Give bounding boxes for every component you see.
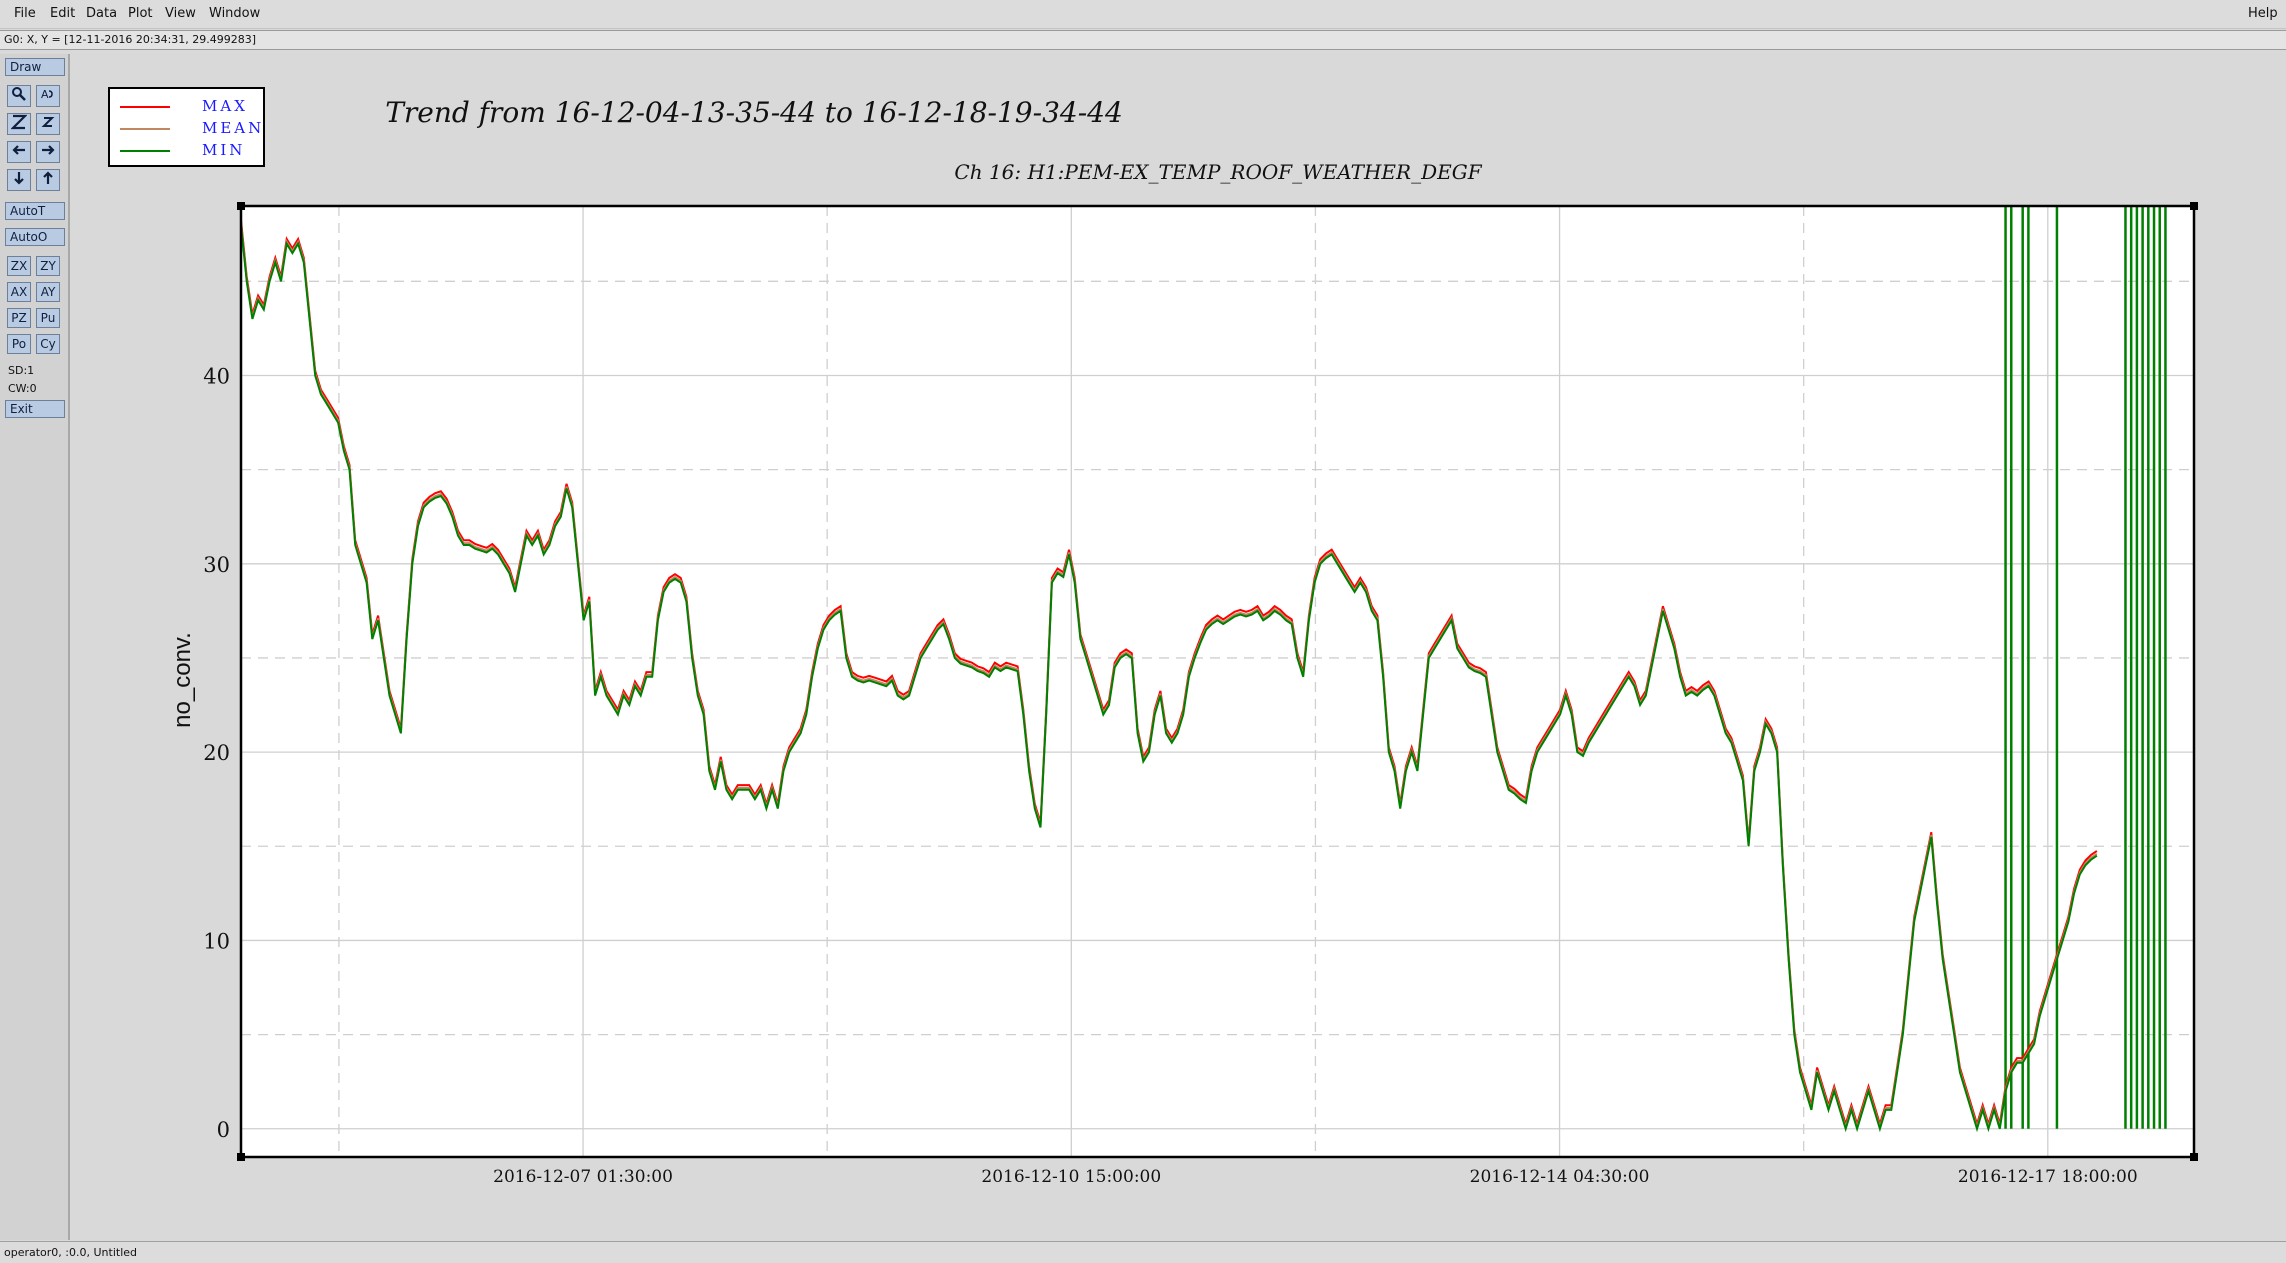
menu-plot[interactable]: Plot (128, 6, 153, 21)
y-tick-label: 30 (203, 553, 230, 577)
arrow-left-icon[interactable] (7, 141, 31, 163)
autot-button[interactable]: AutoT (5, 202, 65, 220)
draw-button[interactable]: Draw (5, 58, 65, 76)
legend-swatch-max (120, 106, 170, 108)
zy-button[interactable]: ZY (36, 256, 60, 276)
coordinate-readout-bar: G0: X, Y = [12-11-2016 20:34:31, 29.4992… (0, 30, 2286, 50)
y-tick-label: 0 (217, 1118, 230, 1142)
legend-swatch-min (120, 150, 170, 152)
x-tick-label: 2016-12-17 18:00:00 (1958, 1167, 2138, 1187)
x-tick-label: 2016-12-10 15:00:00 (981, 1167, 1161, 1187)
zx-button[interactable]: ZX (7, 256, 31, 276)
legend-label-mean: MEAN (202, 119, 265, 137)
menu-help[interactable]: Help (2248, 6, 2278, 21)
y-tick-label: 10 (203, 929, 230, 953)
legend-entry-mean: MEAN (120, 119, 261, 139)
chart-title: Trend from 16-12-04-13-35-44 to 16-12-18… (385, 96, 1123, 129)
ax-button[interactable]: AX (7, 282, 31, 302)
plot-frame-background (241, 206, 2194, 1157)
magnifier-icon[interactable] (7, 85, 31, 107)
svg-text:A: A (41, 88, 49, 101)
legend-entry-max: MAX (120, 97, 260, 117)
y-tick-labels: 0 10 20 30 40 (203, 364, 230, 1141)
menu-view[interactable]: View (165, 6, 196, 21)
pu-button[interactable]: Pu (36, 308, 60, 328)
chart-legend: MAX MEAN MIN (108, 87, 265, 167)
series-min-line (240, 224, 2098, 1133)
zoom-z-small-icon[interactable] (36, 113, 60, 135)
pz-button[interactable]: PZ (7, 308, 31, 328)
legend-label-min: MIN (202, 141, 246, 159)
menu-bar: File Edit Data Plot View Window Help (0, 0, 2286, 29)
grid-layer (241, 206, 2194, 1157)
arrow-down-icon[interactable] (7, 169, 31, 191)
po-button[interactable]: Po (7, 334, 31, 354)
frame-corner-handle (237, 1153, 245, 1161)
frame-corner-handle (2190, 202, 2198, 210)
plot-frame (239, 204, 2196, 1159)
y-tick-label: 20 (203, 741, 230, 765)
legend-label-max: MAX (202, 97, 248, 115)
legend-swatch-mean (120, 128, 170, 130)
arrow-up-icon[interactable] (36, 169, 60, 191)
x-tick-labels: 2016-12-07 01:30:00 2016-12-10 15:00:00 20… (493, 1167, 2138, 1187)
x-tick-label: 2016-12-14 04:30:00 (1470, 1167, 1650, 1187)
ay-button[interactable]: AY (36, 282, 60, 302)
menu-window[interactable]: Window (209, 6, 261, 21)
cw-label: CW:0 (8, 382, 37, 395)
cy-button[interactable]: Cy (36, 334, 60, 354)
dropout-spikes (2004, 206, 2167, 1129)
exit-button[interactable]: Exit (5, 400, 65, 418)
text-cursor-icon[interactable]: A (36, 85, 60, 107)
status-text: operator0, :0.0, Untitled (4, 1246, 138, 1259)
menu-edit[interactable]: Edit (50, 6, 76, 21)
x-tick-label: 2016-12-07 01:30:00 (493, 1167, 673, 1187)
frame-corner-handle (2190, 1153, 2198, 1161)
legend-entry-min: MIN (120, 141, 260, 161)
menu-file[interactable]: File (14, 6, 36, 21)
tool-panel: Draw A AutoT AutoO ZX ZY AX AY PZ Pu Po … (0, 54, 70, 1240)
y-axis-label: no_conv. (169, 632, 196, 728)
y-tick-label: 40 (203, 364, 230, 388)
frame-corner-handle (237, 202, 245, 210)
autoo-button[interactable]: AutoO (5, 228, 65, 246)
menu-data[interactable]: Data (86, 6, 118, 21)
arrow-right-icon[interactable] (36, 141, 60, 163)
sd-label: SD:1 (8, 364, 35, 377)
frame-corner-handles (237, 202, 2198, 1161)
chart-subtitle: Ch 16: H1:PEM-EX_TEMP_ROOF_WEATHER_DEGF (954, 160, 1482, 184)
status-bar: operator0, :0.0, Untitled (0, 1241, 2286, 1263)
zoom-z-large-icon[interactable] (7, 113, 31, 135)
coordinate-readout: G0: X, Y = [12-11-2016 20:34:31, 29.4992… (4, 33, 257, 46)
